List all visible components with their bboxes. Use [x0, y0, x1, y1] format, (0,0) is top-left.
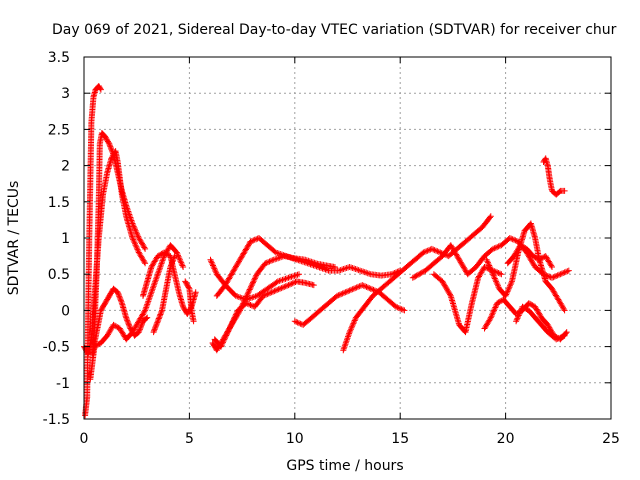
y-tick-label: -1.5 [43, 412, 70, 428]
series-arc-13 [340, 213, 494, 354]
y-tick-label: 3.5 [48, 50, 70, 66]
series-arc-15 [430, 264, 505, 336]
series-arc-20 [504, 242, 555, 270]
plus-markers [504, 242, 555, 270]
plot-frame [83, 56, 612, 420]
plus-markers [182, 278, 197, 325]
x-tick-label: 15 [391, 431, 409, 447]
plus-markers [513, 303, 568, 343]
series-arc-19 [540, 155, 568, 198]
series-arc-1 [82, 83, 104, 419]
tick-marks [83, 56, 612, 420]
plus-markers [291, 282, 408, 328]
series-arc-10 [213, 235, 404, 299]
y-tick-label: 3 [61, 86, 70, 102]
x-tick-label: 25 [602, 431, 620, 447]
x-tick-label: 0 [80, 431, 89, 447]
plus-markers [82, 83, 104, 419]
series-arc-5 [87, 242, 187, 383]
y-tick-label: 2 [61, 159, 70, 175]
plus-markers [409, 235, 572, 281]
y-tick-label: 0.5 [48, 267, 70, 283]
series-arc-14 [409, 235, 572, 281]
y-tick-label: -0.5 [43, 340, 70, 356]
plus-markers [207, 256, 302, 303]
series-arc-12 [291, 282, 408, 328]
plus-markers [481, 296, 570, 343]
grid [84, 57, 611, 419]
y-tick-label: 1.5 [48, 195, 70, 211]
y-tick-label: 2.5 [48, 122, 70, 138]
plus-markers [430, 264, 505, 336]
plus-markers [87, 242, 187, 383]
series-arc-18 [513, 303, 568, 343]
plus-markers [340, 213, 494, 354]
series-arc-21 [150, 253, 178, 336]
x-tick-label: 5 [185, 431, 194, 447]
data-points [81, 83, 572, 419]
x-tick-label: 10 [286, 431, 304, 447]
plus-markers [213, 235, 404, 299]
series-arc-8 [207, 256, 302, 303]
series-arc-11 [211, 278, 317, 350]
x-tick-labels: 0 5 10 15 20 25 [80, 431, 620, 447]
series-arc-7 [182, 278, 197, 325]
series-arc-17 [481, 296, 570, 343]
y-axis-label: SDTVAR / TECUs [6, 181, 22, 296]
plus-markers [211, 278, 317, 350]
y-tick-label: -1 [56, 376, 70, 392]
y-tick-label: 0 [61, 303, 70, 319]
chart-title: Day 069 of 2021, Sidereal Day-to-day VTE… [52, 22, 617, 38]
x-axis-label: GPS time / hours [286, 458, 403, 474]
plus-markers [540, 155, 568, 198]
x-tick-label: 20 [497, 431, 515, 447]
plus-markers [150, 253, 178, 336]
y-tick-labels: -1.5 -1 -0.5 0 0.5 1 1.5 2 2.5 3 3.5 [43, 50, 70, 428]
y-tick-label: 1 [61, 231, 70, 247]
